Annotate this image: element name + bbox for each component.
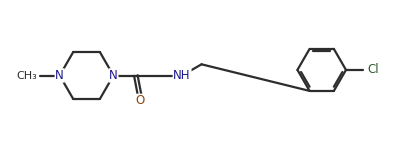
Text: CH₃: CH₃ bbox=[16, 71, 37, 80]
Text: Cl: Cl bbox=[367, 63, 379, 76]
Text: N: N bbox=[109, 69, 118, 82]
Text: NH: NH bbox=[173, 69, 191, 82]
Text: O: O bbox=[135, 94, 144, 107]
Text: N: N bbox=[55, 69, 64, 82]
